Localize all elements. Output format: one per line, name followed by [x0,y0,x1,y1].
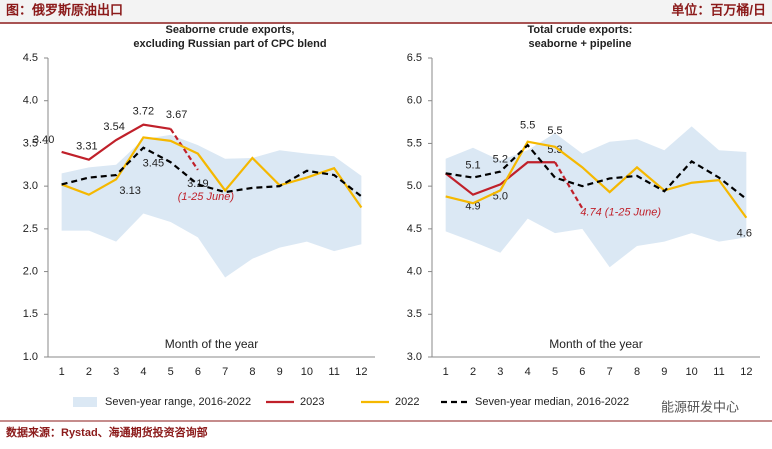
x-tick-label: 5 [552,366,558,378]
legend-label: 2022 [395,396,419,408]
y-tick-label: 6.0 [407,95,422,107]
annotation: (1-25 June) [178,191,235,203]
y-tick-label: 5.0 [407,180,422,192]
x-tick-label: 3 [497,366,503,378]
y-tick-label: 4.5 [23,52,38,64]
value-label: 3.40 [33,134,54,146]
header-title: 图：俄罗斯原油出口 [6,2,123,17]
x-tick-label: 2 [470,366,476,378]
value-label: 5.2 [493,154,508,166]
value-label: 5.1 [465,160,480,172]
range-band [445,126,747,268]
series-line [445,143,748,200]
watermark: 能源研发中心 [661,399,739,414]
chart-title: Seaborne crude exports, [166,24,295,36]
x-tick-label: 2 [86,366,92,378]
x-tick-label: 10 [301,366,313,378]
header-unit: 单位：百万桶/日 [671,2,766,17]
chart-title: excluding Russian part of CPC blend [133,38,326,50]
series-line [444,161,555,196]
legend-label: 2023 [300,396,324,408]
x-axis-label: Month of the year [549,337,642,351]
legend-label: Seven-year range, 2016-2022 [105,396,251,408]
source: 数据来源：Rystad、海通期货投资咨询部 [6,425,208,439]
series-line [61,123,171,161]
y-tick-label: 3.0 [23,180,38,192]
series-line [445,140,748,219]
x-tick-label: 1 [59,366,65,378]
y-tick-label: 1.5 [23,308,38,320]
value-label: 3.54 [103,121,124,133]
y-tick-label: 5.5 [407,137,422,149]
y-tick-label: 3.0 [407,351,422,363]
value-label: 5.5 [547,125,562,137]
y-tick-label: 4.5 [407,223,422,235]
y-tick-label: 2.5 [23,223,38,235]
series-line [61,136,363,209]
range-band [61,134,362,278]
x-tick-label: 4 [525,366,531,378]
y-tick-label: 4.0 [23,95,38,107]
y-tick-label: 2.0 [23,265,38,277]
y-tick-label: 6.5 [407,52,422,64]
x-axis-label: Month of the year [165,337,258,351]
y-tick-label: 1.0 [23,351,38,363]
x-tick-label: 12 [740,366,752,378]
value-label: 5.5 [520,120,535,132]
header-bar [0,0,772,22]
x-tick-label: 11 [713,366,724,378]
legend-label: Seven-year median, 2016-2022 [475,396,629,408]
x-tick-label: 7 [607,366,613,378]
x-tick-label: 9 [661,366,667,378]
x-tick-label: 1 [443,366,449,378]
series-line-partial [169,128,199,171]
x-tick-label: 8 [249,366,255,378]
value-label: 3.45 [143,158,164,170]
value-label: 4.6 [737,228,752,240]
value-label: 4.9 [465,201,480,213]
x-tick-label: 8 [634,366,640,378]
x-tick-label: 4 [140,366,146,378]
x-tick-label: 12 [355,366,367,378]
x-tick-label: 3 [113,366,119,378]
series-line [61,146,363,198]
x-tick-label: 6 [579,366,585,378]
value-label: 3.72 [133,106,154,118]
x-tick-label: 11 [328,366,339,378]
x-tick-label: 10 [686,366,698,378]
chart-title: seaborne + pipeline [528,38,631,50]
chart-title: Total crude exports: [528,24,633,36]
legend-swatch [73,397,97,407]
y-tick-label: 3.5 [23,137,38,149]
value-label: 3.67 [166,109,187,121]
value-label: 3.13 [119,185,140,197]
x-tick-label: 9 [277,366,283,378]
y-tick-label: 4.0 [407,265,422,277]
x-tick-label: 6 [195,366,201,378]
x-tick-label: 5 [168,366,174,378]
series-line-partial [554,161,584,209]
y-tick-label: 3.5 [407,308,422,320]
annotation: 4.74 (1-25 June) [580,206,661,218]
x-tick-label: 7 [222,366,228,378]
value-label: 3.31 [76,141,97,153]
